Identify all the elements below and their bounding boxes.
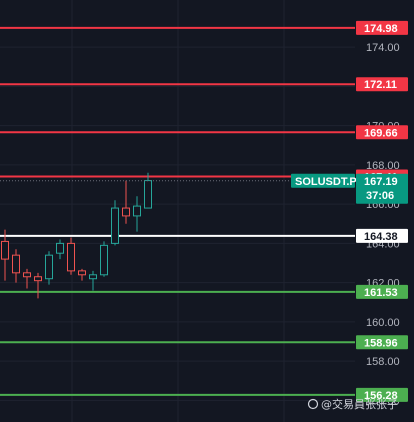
level-badge-label: 174.98 — [364, 23, 398, 35]
symbol-label: SOLUSDT.P — [295, 176, 357, 188]
level-badge — [356, 387, 408, 402]
candle-body — [144, 180, 152, 209]
level-badge-label: 158.96 — [364, 337, 398, 349]
watermark: @交易員张张子 — [307, 397, 398, 411]
level-badge-label: 172.11 — [364, 79, 397, 91]
last-price-badge — [356, 173, 408, 204]
level-badge-label: 156.28 — [364, 390, 398, 402]
at-sign-icon — [307, 398, 319, 410]
candle-body — [34, 276, 42, 282]
level-badge — [356, 284, 408, 299]
symbol-badge — [291, 173, 355, 188]
candle-body — [122, 207, 130, 217]
candle-body — [111, 207, 119, 244]
y-axis-ticks: 174.00172.00170.00168.00166.00164.00162.… — [366, 42, 400, 407]
candle-body — [12, 254, 20, 274]
level-badge — [356, 20, 408, 35]
candle-body — [133, 205, 141, 217]
y-tick-label: 174.00 — [366, 42, 400, 54]
level-badge — [356, 125, 408, 140]
y-tick-label: 168.00 — [366, 160, 400, 172]
last-price-marker: SOLUSDT.P 167.19 37:06 — [0, 173, 408, 204]
y-tick-label: 158.00 — [366, 356, 400, 368]
candle-body — [89, 274, 97, 280]
y-tick-label: 160.00 — [366, 317, 400, 329]
candle-body — [78, 270, 86, 276]
candle-body — [1, 240, 9, 260]
level-lines: 174.98172.11169.66167.41164.38161.53158.… — [0, 20, 408, 402]
candle-body — [23, 272, 31, 278]
candle-body — [45, 254, 53, 280]
level-badge — [356, 77, 408, 92]
level-badge — [356, 335, 408, 350]
countdown-label: 37:06 — [366, 190, 394, 202]
level-badge-label: 164.38 — [364, 231, 398, 243]
candles — [1, 172, 152, 299]
level-badge-label: 169.66 — [364, 127, 398, 139]
last-price-label: 167.19 — [364, 176, 398, 188]
candle-body — [67, 242, 75, 272]
level-badge — [356, 228, 408, 243]
candle-body — [56, 242, 64, 254]
level-badge-label: 161.53 — [364, 287, 398, 299]
grid-layer — [0, 0, 355, 422]
candle-body — [100, 244, 108, 276]
watermark-text: @交易員张张子 — [321, 397, 398, 411]
